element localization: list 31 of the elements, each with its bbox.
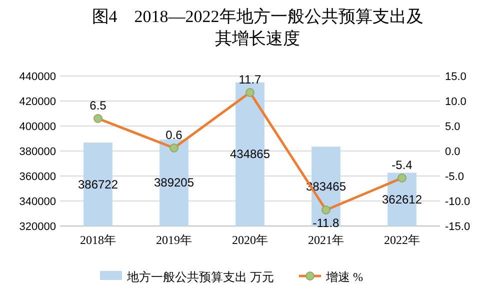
data-label: 11.7	[238, 72, 262, 86]
data-label: 362612	[382, 192, 422, 206]
x-tick-label: 2020年	[232, 233, 268, 247]
y2-tick-label: 0.0	[445, 146, 460, 158]
x-tick-label: 2019年	[156, 233, 192, 247]
data-label: -11.8	[312, 216, 340, 230]
y2-tick-label: 10.0	[445, 96, 466, 108]
y-tick-label: 340000	[19, 196, 56, 208]
y2-tick-label: -10.0	[445, 196, 470, 208]
y-tick-label: 400000	[19, 121, 56, 133]
y2-tick-label: 5.0	[445, 121, 460, 133]
y2-tick-label: -15.0	[445, 221, 470, 233]
y-tick-label: 360000	[19, 171, 56, 183]
y2-tick-label: 15.0	[445, 71, 466, 83]
x-tick-label: 2018年	[80, 233, 116, 247]
y2-tick-label: -5.0	[445, 171, 464, 183]
data-label: 389205	[154, 176, 194, 190]
data-label: -5.4	[392, 158, 413, 172]
legend-label: 地方一般公共预算支出 万元	[126, 270, 274, 284]
y-tick-label: 440000	[19, 71, 56, 83]
data-label: 434865	[230, 147, 270, 162]
data-label: 0.6	[166, 128, 183, 142]
x-tick-label: 2022年	[384, 233, 420, 247]
data-label: 6.5	[90, 98, 107, 112]
y-tick-label: 380000	[19, 146, 56, 158]
x-tick-label: 2021年	[308, 233, 344, 247]
legend-label: 增速 %	[325, 270, 363, 284]
data-label: 386722	[78, 177, 118, 192]
y-tick-label: 320000	[19, 221, 56, 233]
chart-title: 图4 2018—2022年地方一般公共预算支出及其增长速度	[90, 6, 424, 50]
y-tick-label: 420000	[19, 96, 56, 108]
